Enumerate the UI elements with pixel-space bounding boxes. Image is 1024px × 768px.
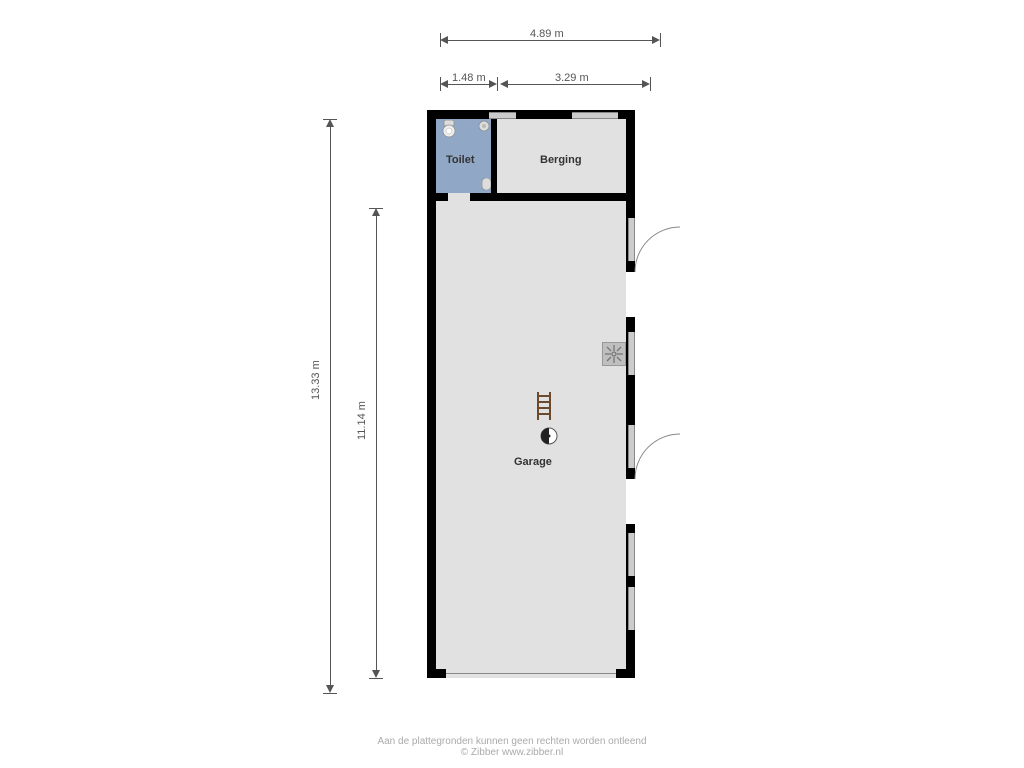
footer: Aan de plattegronden kunnen geen rechten…	[0, 736, 1024, 758]
door-swing-icon	[635, 434, 680, 479]
top-window	[572, 112, 618, 119]
ladder-icon	[536, 392, 552, 420]
garage-floor	[436, 201, 626, 669]
toilet-icon	[442, 120, 456, 138]
dim-arrow	[372, 670, 380, 678]
footer-line2: © Zibber www.zibber.nl	[0, 747, 1024, 758]
right-door-opening	[626, 479, 635, 524]
dim-top-inner-line-1	[446, 84, 491, 85]
dim-arrow	[652, 36, 660, 44]
right-window	[628, 587, 635, 630]
dim-arrow	[326, 685, 334, 693]
dim-top-inner-left: 1.48 m	[452, 72, 486, 84]
garage-door-line	[446, 673, 616, 674]
dim-tick	[440, 77, 441, 91]
dim-arrow	[489, 80, 497, 88]
dim-top-inner-right: 3.29 m	[555, 72, 589, 84]
dim-arrow	[642, 80, 650, 88]
footer-line1: Aan de plattegronden kunnen geen rechten…	[0, 736, 1024, 747]
berging-label: Berging	[540, 154, 582, 166]
dim-tick	[497, 77, 498, 91]
interior-wall-vertical	[491, 119, 497, 193]
door-swing-icon	[635, 227, 680, 272]
dim-left-outer: 13.33 m	[310, 360, 322, 400]
fixture-icon	[482, 178, 491, 190]
dim-tick	[369, 678, 383, 679]
dim-top-inner-line-2	[506, 84, 644, 85]
dim-tick	[660, 33, 661, 47]
sink-icon	[478, 120, 490, 132]
dim-top-outer: 4.89 m	[530, 28, 564, 40]
dim-left-inner: 11.14 m	[356, 401, 368, 440]
dim-arrow	[500, 80, 508, 88]
marker-icon	[540, 427, 558, 445]
vent-icon	[602, 342, 626, 366]
toilet-door-opening	[448, 193, 470, 201]
dim-tick	[440, 33, 441, 47]
dim-left-outer-line	[330, 125, 331, 687]
dim-top-outer-line	[446, 40, 654, 41]
dim-arrow	[326, 119, 334, 127]
dim-left-inner-line	[376, 214, 377, 672]
right-window	[628, 533, 635, 576]
dim-tick	[369, 208, 383, 209]
toilet-label: Toilet	[446, 154, 475, 166]
right-window	[628, 332, 635, 375]
right-window	[628, 218, 635, 261]
dim-tick	[323, 119, 337, 120]
dim-arrow	[440, 36, 448, 44]
right-door-opening	[626, 272, 635, 317]
right-window	[628, 425, 635, 468]
garage-label: Garage	[514, 456, 552, 468]
top-window	[489, 112, 516, 119]
dim-arrow	[372, 208, 380, 216]
dim-tick	[323, 693, 337, 694]
dim-tick	[650, 77, 651, 91]
dim-arrow	[440, 80, 448, 88]
